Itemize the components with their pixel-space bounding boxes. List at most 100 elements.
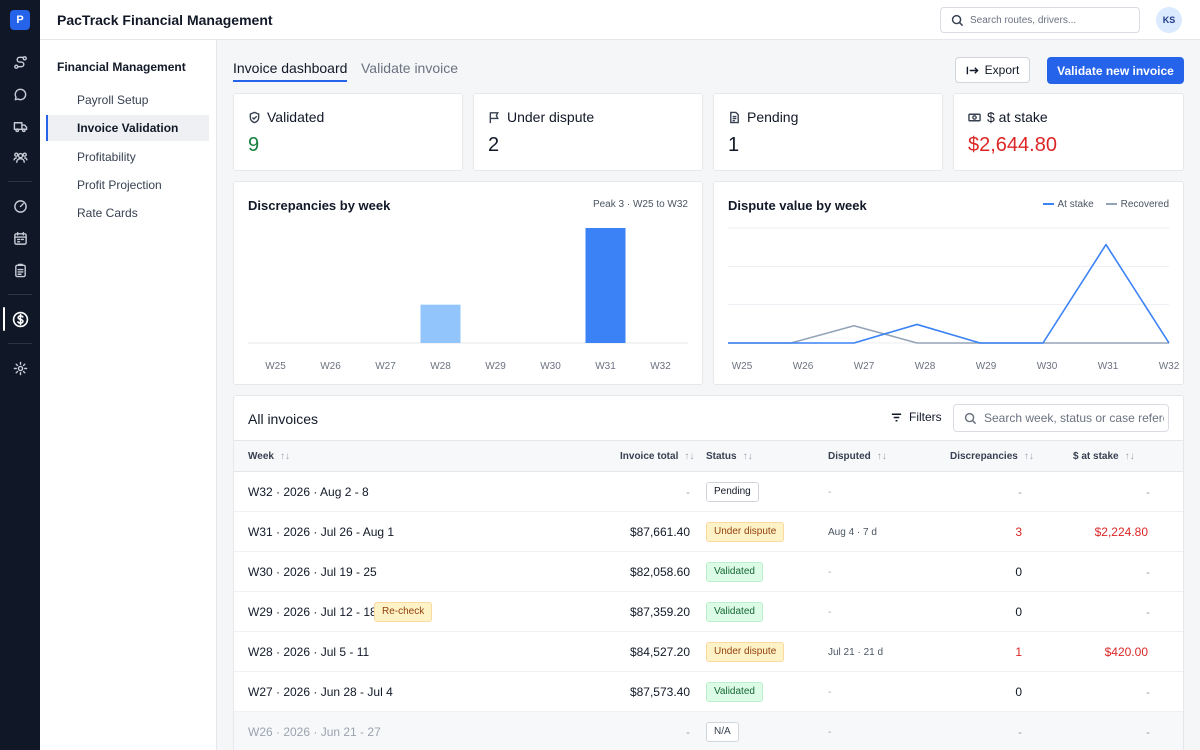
series-line-at-stake bbox=[728, 243, 1170, 344]
cell-disputed: - bbox=[828, 727, 832, 738]
tab-validate-invoice[interactable]: Validate invoice bbox=[361, 60, 459, 76]
column-label: Week bbox=[248, 451, 274, 462]
discrepancies-chart-card: W25 W26 W27 W28 W29 W30 W31 W32 Discrepancies b… bbox=[233, 181, 703, 385]
cell-discrepancies: 0 bbox=[1015, 565, 1022, 579]
sidebar-item-profitability[interactable]: Profitability bbox=[77, 150, 136, 164]
column-header-week[interactable]: Week ↑↓ bbox=[248, 451, 290, 462]
cell-disputed: Aug 4 · 7 d bbox=[828, 527, 877, 538]
sidebar-item-profit-projection[interactable]: Profit Projection bbox=[77, 178, 162, 192]
cell-at-stake: - bbox=[1146, 485, 1150, 499]
sort-icon: ↑↓ bbox=[279, 451, 290, 462]
export-button[interactable]: Export bbox=[955, 57, 1030, 83]
tab-invoice-dashboard[interactable]: Invoice dashboard bbox=[233, 60, 348, 82]
chart-title: Dispute value by week bbox=[728, 198, 867, 213]
table-row[interactable]: W30 · 2026 · Jul 19 - 25 $82,058.60 Vali… bbox=[234, 552, 1183, 592]
shield-check-icon bbox=[249, 111, 260, 123]
sort-icon: ↑↓ bbox=[1023, 451, 1034, 462]
user-avatar[interactable]: KS bbox=[1156, 7, 1182, 33]
export-label: Export bbox=[984, 63, 1020, 77]
app-logo[interactable]: P bbox=[10, 10, 30, 30]
cell-discrepancies: - bbox=[1018, 725, 1022, 739]
x-tick-label: W29 bbox=[485, 361, 506, 372]
truck-icon[interactable] bbox=[10, 116, 30, 136]
dispute-value-chart: W25 W26 W27 W28 W29 W30 W31 W32 bbox=[728, 227, 1180, 372]
clipboard-icon[interactable] bbox=[10, 260, 30, 280]
legend-label: Recovered bbox=[1120, 199, 1169, 210]
column-header-disputed[interactable]: Disputed ↑↓ bbox=[828, 451, 887, 462]
route-icon[interactable] bbox=[10, 52, 30, 72]
column-label: Discrepancies bbox=[950, 451, 1018, 462]
stat-label-under-dispute: Under dispute bbox=[488, 109, 594, 125]
calendar-icon[interactable] bbox=[10, 228, 30, 248]
status-badge: Validated bbox=[706, 602, 763, 622]
x-tick-label: W32 bbox=[1159, 361, 1180, 372]
column-header-discrepancies[interactable]: Discrepancies ↑↓ bbox=[950, 451, 1034, 462]
filters-button[interactable]: Filters bbox=[890, 410, 942, 424]
table-title: All invoices bbox=[248, 411, 319, 427]
cell-discrepancies: 0 bbox=[1015, 605, 1022, 619]
legend-item-at-stake: At stake bbox=[1042, 199, 1094, 210]
stat-value-under-dispute: 2 bbox=[488, 134, 500, 156]
chart-legend: At stake Recovered bbox=[1042, 199, 1169, 210]
filter-icon bbox=[891, 413, 902, 421]
cell-discrepancies: 0 bbox=[1015, 685, 1022, 699]
table-row[interactable]: W27 · 2026 · Jun 28 - Jul 4 $87,573.40 V… bbox=[234, 672, 1183, 712]
table-row[interactable]: W26 · 2026 · Jun 21 - 27 - N/A - - - bbox=[234, 712, 1183, 750]
column-header-invoice-total[interactable]: Invoice total ↑↓ bbox=[620, 451, 694, 462]
x-tick-label: W32 bbox=[650, 361, 671, 372]
team-icon[interactable] bbox=[10, 147, 30, 167]
x-tick-label: W26 bbox=[793, 361, 814, 372]
column-label: Status bbox=[706, 451, 737, 462]
table-row[interactable]: W31 · 2026 · Jul 26 - Aug 1 $87,661.40 U… bbox=[234, 512, 1183, 552]
table-row[interactable]: W32 · 2026 · Aug 2 - 8 - Pending - - - bbox=[234, 472, 1183, 512]
cell-invoice-total: $87,661.40 bbox=[629, 525, 690, 539]
x-tick-label: W30 bbox=[1037, 361, 1058, 372]
cell-invoice-total: $82,058.60 bbox=[629, 565, 690, 579]
cell-week: W32 · 2026 · Aug 2 - 8 bbox=[248, 485, 369, 499]
gauge-icon[interactable] bbox=[10, 196, 30, 216]
stat-label-text: Under dispute bbox=[507, 109, 595, 125]
table-search[interactable] bbox=[953, 404, 1169, 432]
table-row[interactable]: W28 · 2026 · Jul 5 - 11 $84,527.20 Under… bbox=[234, 632, 1183, 672]
search-icon bbox=[951, 14, 964, 27]
sort-icon: ↑↓ bbox=[742, 451, 753, 462]
app-title: PacTrack Financial Management bbox=[57, 12, 273, 28]
table-search-input[interactable] bbox=[984, 410, 1164, 426]
global-search-input[interactable] bbox=[970, 12, 1135, 28]
sidebar-item-rate-cards[interactable]: Rate Cards bbox=[77, 206, 138, 220]
cell-invoice-total: - bbox=[686, 725, 690, 739]
document-icon bbox=[730, 111, 739, 123]
cell-disputed: Jul 21 · 21 d bbox=[828, 647, 884, 658]
status-badge: Pending bbox=[706, 482, 759, 502]
chat-icon[interactable] bbox=[10, 84, 30, 104]
cell-disputed: - bbox=[828, 567, 832, 578]
cell-week: W31 · 2026 · Jul 26 - Aug 1 bbox=[248, 525, 395, 539]
cell-discrepancies: - bbox=[1018, 485, 1022, 499]
column-label: Disputed bbox=[828, 451, 871, 462]
rail-divider bbox=[8, 294, 32, 295]
cell-discrepancies: 1 bbox=[1015, 645, 1022, 659]
column-header-at-stake[interactable]: $ at stake ↑↓ bbox=[1073, 451, 1135, 462]
table-row[interactable]: W29 · 2026 · Jul 12 - 18 Re-check $87,35… bbox=[234, 592, 1183, 632]
cell-week: W27 · 2026 · Jun 28 - Jul 4 bbox=[248, 685, 393, 699]
dispute-value-chart-card: W25 W26 W27 W28 W29 W30 W31 W32 Dispute value b… bbox=[713, 181, 1184, 385]
global-search[interactable] bbox=[940, 7, 1140, 33]
cell-disputed: - bbox=[828, 607, 832, 618]
series-line-recovered bbox=[728, 324, 1169, 344]
cell-at-stake: $2,224.80 bbox=[1094, 525, 1148, 539]
sidebar-item-payroll-setup[interactable]: Payroll Setup bbox=[77, 93, 149, 107]
column-label: Invoice total bbox=[620, 451, 679, 462]
cell-week: W30 · 2026 · Jul 19 - 25 bbox=[248, 565, 377, 579]
validate-new-invoice-button[interactable]: Validate new invoice bbox=[1047, 57, 1184, 84]
gear-icon[interactable] bbox=[10, 358, 30, 378]
x-tick-label: W25 bbox=[732, 361, 753, 372]
legend-label: At stake bbox=[1057, 199, 1094, 210]
column-header-status[interactable]: Status ↑↓ bbox=[706, 451, 753, 462]
dollar-icon[interactable] bbox=[10, 309, 30, 329]
x-tick-label: W25 bbox=[265, 361, 286, 372]
cell-at-stake: - bbox=[1146, 605, 1150, 619]
cell-invoice-total: $87,359.20 bbox=[629, 605, 690, 619]
sidebar-item-invoice-validation[interactable]: Invoice Validation bbox=[46, 115, 209, 141]
x-tick-label: W27 bbox=[375, 361, 396, 372]
chart-note: Peak 3 · W25 to W32 bbox=[592, 199, 688, 210]
